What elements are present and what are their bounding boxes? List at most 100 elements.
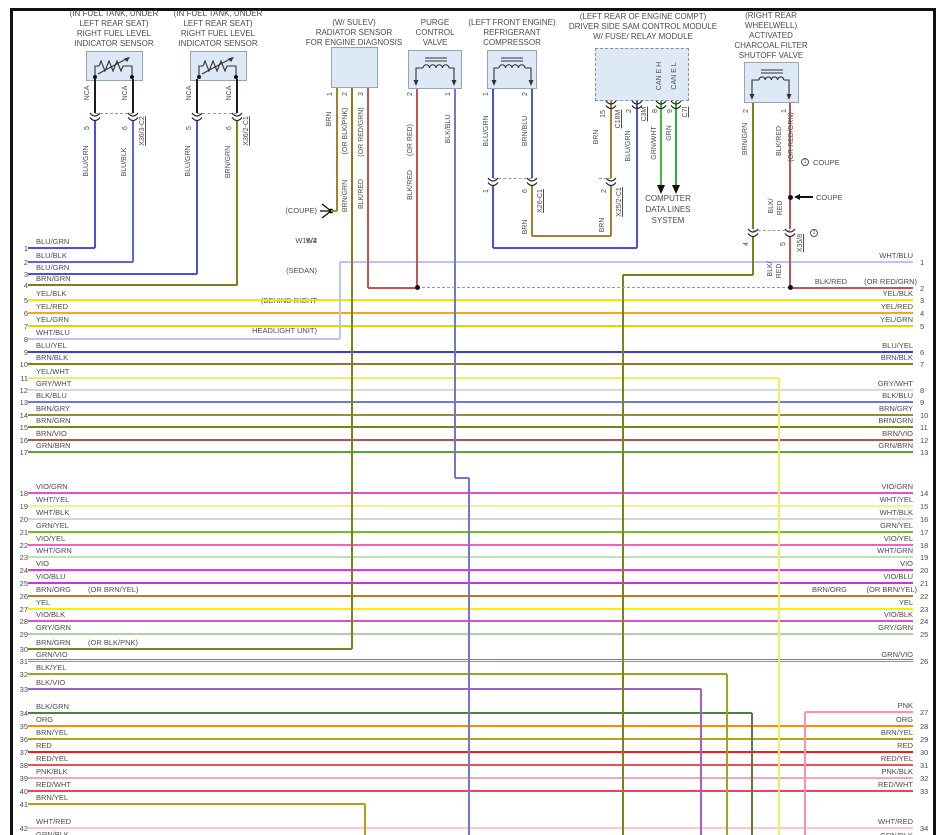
wire-row-left-27 — [28, 607, 913, 610]
title-line: LEFT REAR SEAT) — [183, 19, 253, 28]
row-label-left: GRN/BRN — [36, 441, 71, 450]
rotated-label components.3.pins.1.wire: BLK/BLU — [445, 114, 452, 144]
wire-row-left-23 — [28, 556, 913, 558]
row-label-right: BRN/GRN — [878, 416, 913, 425]
row-number-right: 21 — [920, 578, 929, 588]
row-label-right: WHT/GRN — [877, 546, 913, 555]
row-label-left: BLK/GRN — [36, 702, 69, 711]
row-number-left: 28 — [19, 617, 28, 626]
row-number-left: 26 — [19, 591, 28, 601]
row-label-left: WHT/BLU — [36, 327, 70, 337]
row-alt-label-left: (OR BLK/PNK) — [88, 637, 139, 647]
resistor-symbol — [197, 57, 238, 79]
rotated-label inline_connectors.1.id: X25/2-C1 — [616, 187, 623, 217]
row-label-right: VIO/BLK — [883, 610, 913, 619]
wire-row-left-7 — [28, 324, 913, 327]
junction-dot — [787, 194, 793, 200]
title-line: SHUTOFF VALVE — [738, 51, 804, 60]
title-line: W/ FUSE/ RELAY MODULE — [593, 32, 693, 41]
wire-row-left-37 — [28, 751, 913, 753]
row-label-left: BRN/VIO — [36, 428, 67, 438]
row-number-right: 27 — [920, 708, 929, 717]
row-label-right: GRN/YEL — [880, 520, 913, 530]
rotated-label inline_connectors.0.id: X26-C1 — [537, 189, 544, 213]
row-number-left: 33 — [19, 684, 28, 694]
component-title-sam-module: (LEFT REAR OF ENGINE COMPT) DRIVER SIDE … — [569, 12, 717, 42]
wire-row-left-18 — [28, 492, 913, 494]
row-number-right: 11 — [920, 423, 928, 432]
rotated-label annotations.blk_red_split.0: BLK/ — [767, 261, 774, 277]
row-label-right: VIO/GRN — [881, 482, 913, 491]
row-label-left: YEL/WHT — [36, 366, 70, 376]
row-number-right: 8 — [920, 385, 925, 395]
sam-can-h-wire — [660, 101, 662, 185]
rotated-label annotations.blk_red_split.0: BLK/ — [768, 198, 775, 214]
wire-row-right-2 — [790, 286, 913, 289]
rotated-label components.5.internal.0: CAN E H — [656, 61, 663, 91]
title-line: DRIVER SIDE SAM CONTROL MODULE — [568, 22, 718, 31]
row-number-left: 12 — [19, 385, 28, 395]
wire-row-left-3 — [28, 272, 197, 275]
wire-row-left-14 — [28, 413, 913, 416]
row8-riser — [339, 262, 341, 339]
fuel-sensor2-pin6-nca — [236, 79, 238, 113]
row-number-left: 35 — [19, 722, 28, 731]
row-label-right: ORG — [895, 715, 913, 724]
wire-row-left-19 — [28, 505, 913, 507]
valve-pin2-wire — [752, 103, 754, 229]
wire-row-left-16 — [28, 438, 913, 441]
rotated-label components.5.pins.0.num: 15 — [600, 110, 607, 118]
rotated-label inline_connectors.2.pin_a: 4 — [743, 242, 750, 246]
footnote-1-icon: 1 — [810, 229, 818, 237]
row-number-left: 5 — [23, 296, 28, 305]
row-number-right: 25 — [920, 629, 929, 639]
wire-row-left-32 — [28, 672, 727, 675]
radiator-sensor-box — [331, 47, 378, 88]
fuel-sensor-2-box — [190, 51, 247, 81]
coupe-arrow-icon — [794, 193, 800, 200]
row-label-right: BLK/BLU — [882, 391, 913, 400]
purge-pin2-wire — [416, 89, 418, 288]
title-line: RIGHT FUEL LEVEL — [76, 29, 152, 38]
data-line-arrow-icon — [671, 185, 680, 194]
row-number-left: 19 — [19, 502, 28, 511]
rotated-label components.4.pins.1.num: 2 — [522, 92, 529, 96]
rotated-label components.6.pins.1.alt: (OR RED/GRN) — [788, 112, 795, 162]
row-number-left: 18 — [19, 489, 28, 498]
fuel-sensor1-pin5-wire — [94, 120, 96, 248]
connector-dash-x36-3 — [95, 113, 133, 114]
row-label-right: YEL — [898, 597, 913, 607]
row-number-right: 1 — [920, 258, 925, 267]
row-number-left: 29 — [19, 629, 28, 639]
row-alt-label-left: (OR BRN/YEL) — [88, 584, 139, 594]
rotated-label components.4.pins.0.num: 1 — [483, 92, 490, 96]
sam-can-l-wire — [675, 101, 677, 185]
row-label-left: BLK/BLU — [36, 391, 67, 400]
row-number-right: 20 — [920, 565, 929, 575]
component-title-fuel-sensor-2: (IN FUEL TANK, UNDER LEFT REAR SEAT) RIG… — [174, 9, 263, 49]
wire-row-left-10 — [28, 363, 913, 365]
row-number-right: 33 — [920, 787, 929, 796]
purge-pin1-wire — [454, 89, 456, 478]
component-title-radiator-sensor: (W/ SULEV) RADIATOR SENSOR FOR ENGINE DI… — [306, 18, 402, 48]
row-label-left: BRN/YEL — [36, 728, 69, 737]
row-label-right: BLU/YEL — [882, 340, 913, 350]
rotated-label components.0.pins.1.wire: BLU/BLK — [121, 147, 128, 177]
row33-drop — [700, 688, 702, 835]
compressor-brn-wire — [531, 185, 533, 236]
rotated-label components.5.pins.3.conn: C7I — [682, 106, 689, 118]
pnk-riser — [804, 712, 806, 835]
wire-row-left-36 — [28, 738, 913, 740]
row-number-right: 15 — [920, 502, 929, 511]
row-label-right: VIO/YEL — [883, 533, 913, 543]
row-number-right: 31 — [920, 761, 929, 770]
row-label-right: GRY/WHT — [877, 378, 913, 388]
solenoid-coil-symbol — [749, 69, 792, 100]
wire-row-left-34 — [28, 712, 752, 714]
row-number-right: 3 — [920, 296, 925, 305]
row-alt-label-right: (OR RED/GRN) — [864, 276, 917, 286]
rotated-label components.0.connector: X36/3-C2 — [139, 116, 146, 146]
wire-row-left-1 — [28, 247, 95, 249]
label-line: SYSTEM — [651, 216, 685, 225]
connector-dash-x26 — [493, 178, 532, 179]
